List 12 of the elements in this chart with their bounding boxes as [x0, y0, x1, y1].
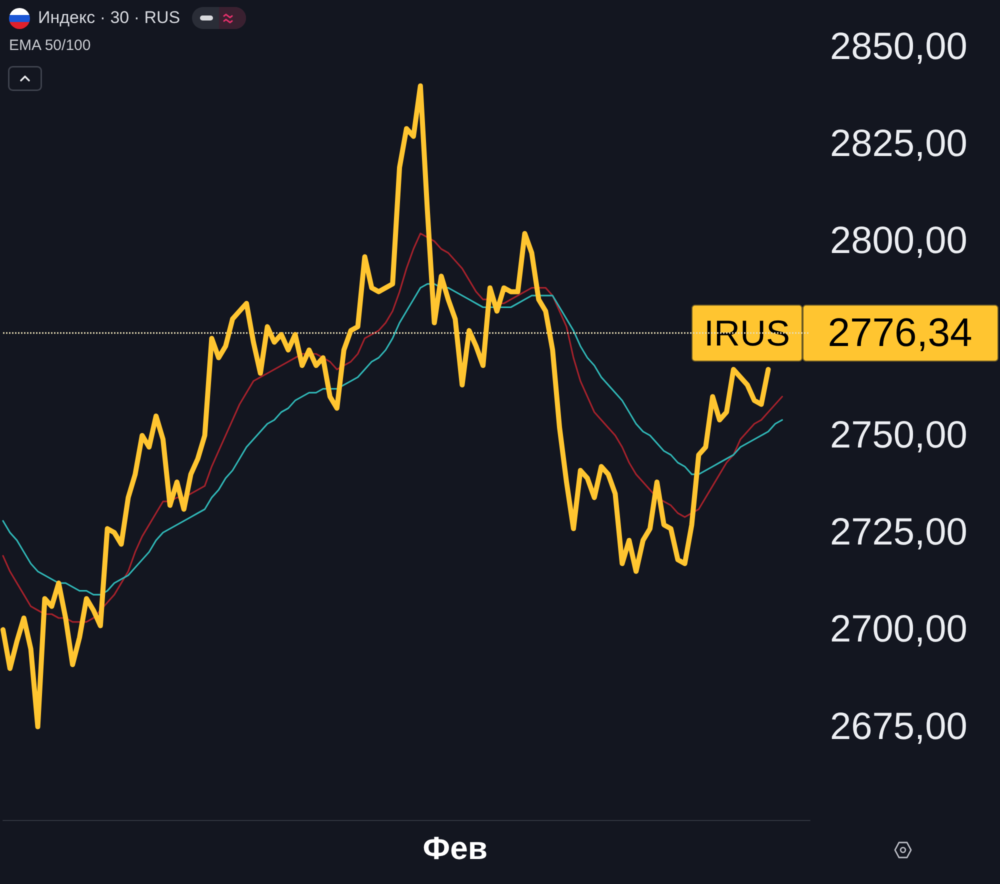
y-tick-label: 2725,00 — [830, 512, 968, 554]
y-tick-label: 2700,00 — [830, 608, 968, 651]
chart-title: Индекс · 30 · RUS — [38, 8, 180, 28]
ref-line-label: IRUS — [704, 312, 790, 354]
text: 2776,34 — [828, 311, 972, 356]
annotation: EMA 50/100 — [9, 37, 91, 54]
y-tick-label: 2850,00 — [830, 26, 968, 68]
x-tick-label: Фев — [422, 830, 488, 866]
y-tick-label: 2800,00 — [830, 220, 968, 262]
y-tick-label: 2750,00 — [830, 414, 968, 456]
y-tick-label: 2675,00 — [830, 706, 968, 748]
y-tick-label: 2825,00 — [830, 123, 968, 166]
